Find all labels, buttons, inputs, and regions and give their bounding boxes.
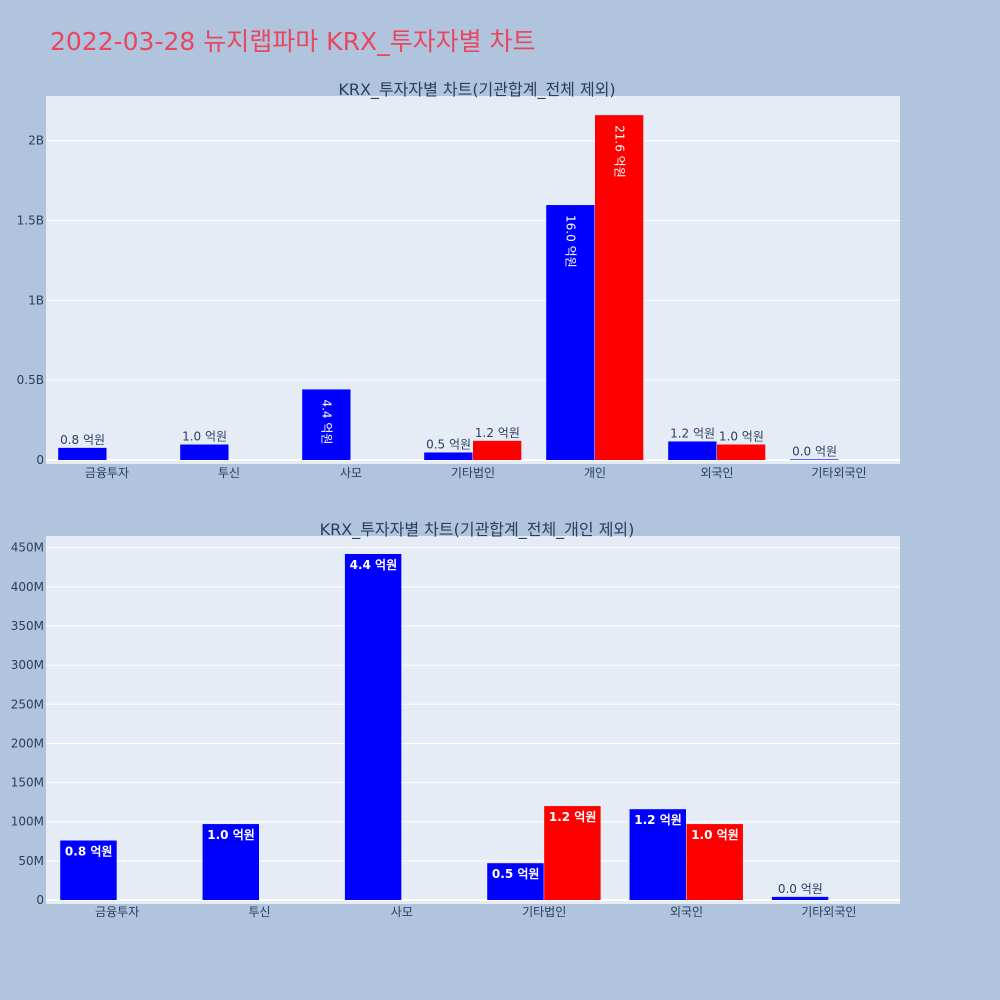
y-tick-label: 0: [36, 893, 44, 907]
bar: [790, 459, 839, 460]
bar: [180, 444, 229, 460]
y-tick-label: 1.5B: [17, 214, 44, 228]
bar: [302, 389, 351, 460]
x-tick-label: 투신: [248, 905, 270, 919]
bar: [771, 896, 829, 900]
data-label: 16.0 억원: [564, 215, 578, 268]
plot-area: [46, 96, 900, 464]
data-label: 1.0 억원: [182, 430, 227, 444]
data-label: 1.0 억원: [691, 828, 739, 842]
y-tick-label: 200M: [11, 736, 44, 750]
bar: [686, 824, 743, 900]
bar: [595, 115, 644, 460]
chart-title: KRX_투자자별 차트(기관합계_전체 제외): [338, 80, 615, 100]
data-label: 0.5 억원: [426, 437, 471, 451]
y-tick-label: 1B: [28, 293, 44, 307]
x-tick-label: 기타법인: [522, 905, 566, 919]
bar: [487, 863, 544, 900]
data-label: 0.8 억원: [60, 433, 105, 447]
bar: [344, 554, 402, 900]
bar: [544, 806, 601, 900]
x-tick-label: 금융투자: [95, 905, 139, 919]
y-tick-label: 0.5B: [17, 373, 44, 387]
x-tick-label: 기타외국인: [811, 466, 866, 480]
y-tick-label: 300M: [11, 658, 44, 672]
y-tick-label: 150M: [11, 776, 44, 790]
data-label: 1.2 억원: [670, 426, 715, 440]
bar: [473, 440, 522, 460]
y-tick-label: 50M: [18, 854, 44, 868]
y-tick-label: 450M: [11, 541, 44, 555]
data-label: 1.2 억원: [549, 810, 597, 824]
data-label: 21.6 억원: [612, 125, 626, 178]
bar: [424, 452, 473, 460]
chart-1: KRX_투자자별 차트(기관합계_전체 제외) 0 0.5B 1B 1.5B 2B 금융투자…: [17, 80, 900, 480]
x-tick-label: 개인: [584, 466, 606, 480]
y-tick-label: 0: [36, 453, 44, 467]
bar: [629, 809, 686, 900]
bar: [717, 444, 766, 460]
y-tick-label: 100M: [11, 815, 44, 829]
chart-title: KRX_투자자별 차트(기관합계_전체_개인 제외): [320, 520, 635, 540]
data-label: 0.5 억원: [492, 867, 540, 881]
data-label: 0.0 억원: [792, 444, 837, 458]
bar: [546, 205, 595, 460]
data-label: 0.0 억원: [778, 882, 823, 896]
x-tick-label: 투신: [218, 466, 240, 480]
plot-area: [46, 536, 900, 904]
x-tick-label: 금융투자: [85, 466, 129, 480]
x-tick-label: 외국인: [670, 905, 703, 919]
data-label: 1.2 억원: [475, 426, 520, 440]
x-tick-label: 기타외국인: [801, 905, 856, 919]
y-tick-label: 2B: [28, 134, 44, 148]
chart-2: KRX_투자자별 차트(기관합계_전체_개인 제외) 0 50M 100M 150M 20…: [11, 520, 900, 919]
bar: [668, 441, 717, 460]
data-label: 0.8 억원: [65, 845, 113, 859]
bar: [202, 824, 259, 900]
bar: [58, 447, 107, 460]
page-title: 2022-03-28 뉴지랩파마 KRX_투자자별 차트: [50, 27, 536, 56]
y-tick-label: 350M: [11, 619, 44, 633]
x-tick-label: 기타법인: [451, 466, 495, 480]
data-label: 4.4 억원: [320, 399, 334, 444]
x-tick-label: 외국인: [700, 466, 733, 480]
data-label: 1.2 억원: [634, 813, 682, 827]
data-label: 1.0 억원: [719, 430, 764, 444]
data-label: 1.0 억원: [207, 828, 255, 842]
bar: [60, 840, 117, 900]
x-tick-label: 사모: [391, 905, 413, 919]
x-tick-label: 사모: [340, 466, 362, 480]
data-label: 4.4 억원: [350, 558, 398, 572]
y-tick-label: 250M: [11, 697, 44, 711]
y-tick-label: 400M: [11, 580, 44, 594]
